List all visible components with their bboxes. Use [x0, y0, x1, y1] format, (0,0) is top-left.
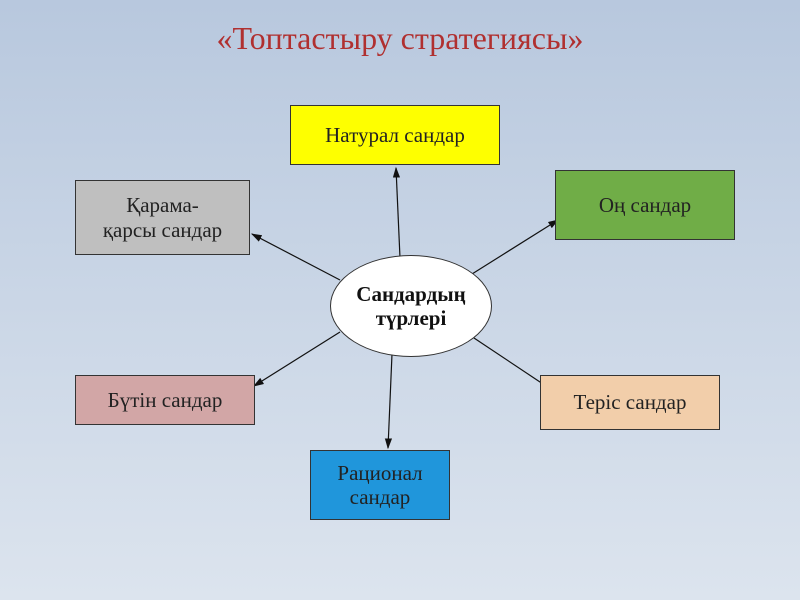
node-integer: Бүтін сандар [75, 375, 255, 425]
node-natural: Натурал сандар [290, 105, 500, 165]
node-opposite: Қарама-қарсы сандар [75, 180, 250, 255]
center-node: Сандардыңтүрлері [330, 255, 492, 357]
node-positive-label: Оң сандар [599, 193, 691, 217]
node-negative: Теріс сандар [540, 375, 720, 430]
node-natural-label: Натурал сандар [325, 123, 465, 147]
node-integer-label: Бүтін сандар [108, 388, 223, 412]
node-rational-label: Рационалсандар [337, 461, 422, 509]
node-rational: Рационалсандар [310, 450, 450, 520]
node-negative-label: Теріс сандар [574, 390, 687, 414]
diagram-title: «Топтастыру стратегиясы» [0, 20, 800, 57]
node-opposite-label: Қарама-қарсы сандар [103, 193, 222, 241]
center-label: Сандардыңтүрлері [356, 282, 465, 330]
node-positive: Оң сандар [555, 170, 735, 240]
